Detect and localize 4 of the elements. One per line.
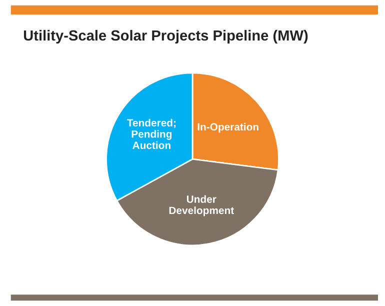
slice-label: In-Operation bbox=[198, 122, 258, 133]
chart-title: Utility-Scale Solar Projects Pipeline (MW) bbox=[24, 30, 308, 44]
slice-label: Under Development bbox=[169, 195, 234, 216]
slice-label: Tendered; Pending Auction bbox=[127, 118, 176, 150]
